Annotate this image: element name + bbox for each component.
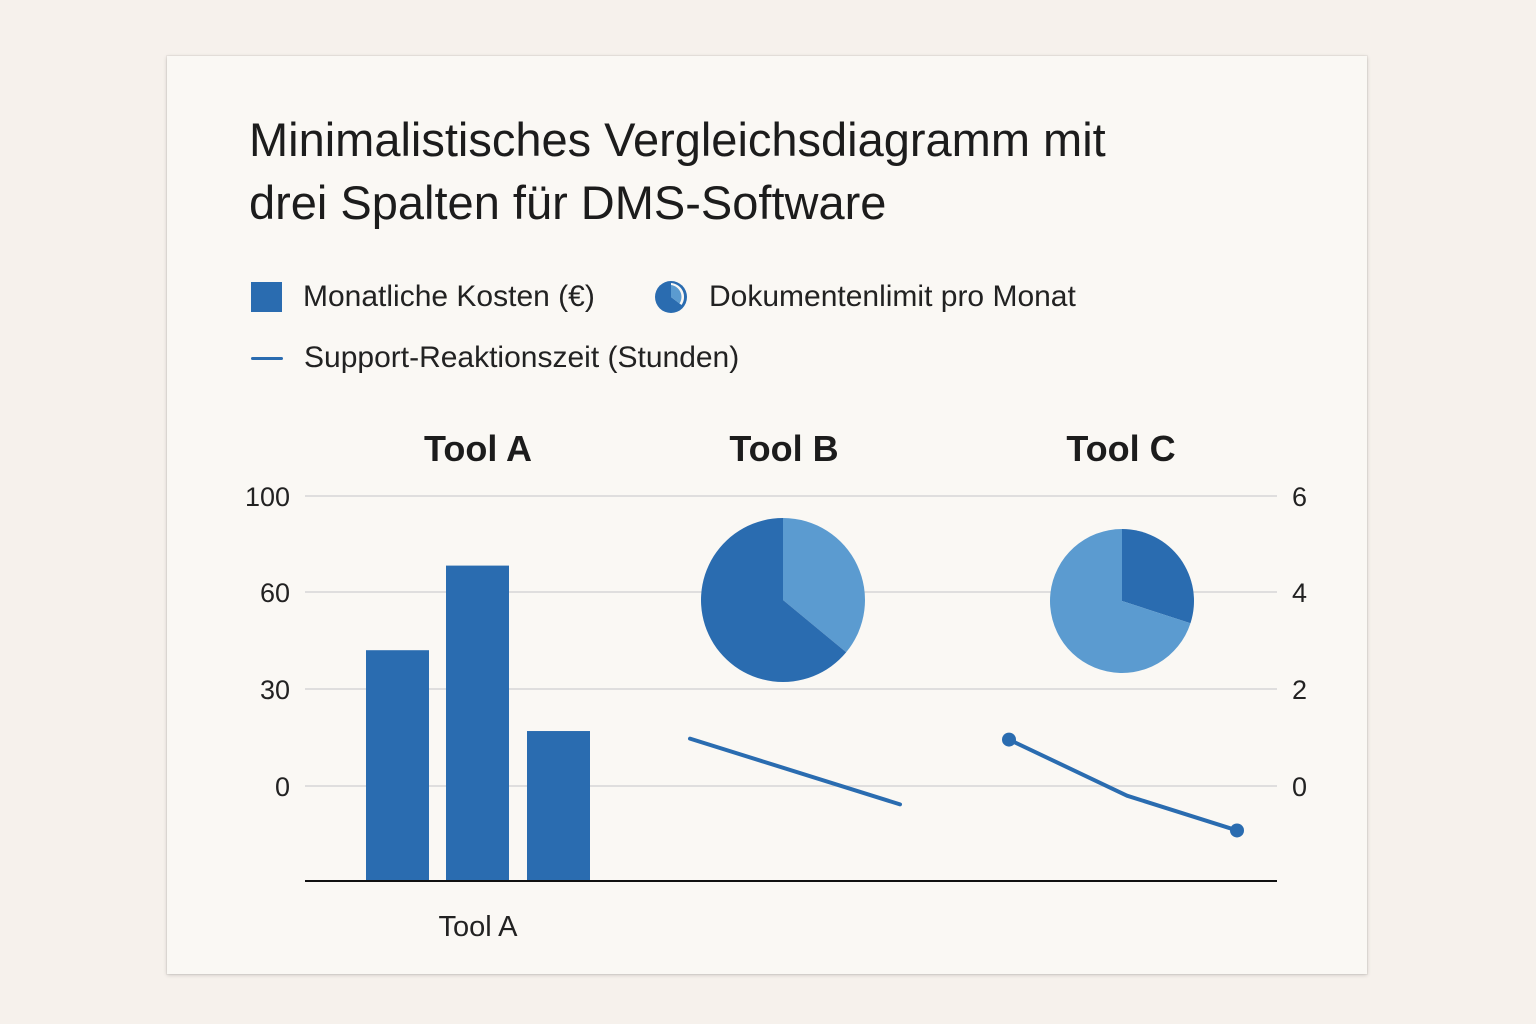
y-right-tick-label: 2 — [1292, 675, 1307, 705]
chart-title: Minimalistisches Vergleichsdiagramm mit … — [249, 108, 1289, 234]
y-left-tick-label: 30 — [260, 675, 290, 705]
line-marker — [1002, 732, 1016, 747]
pie-slice — [1122, 529, 1194, 624]
pie-slice — [1049, 529, 1191, 674]
bar-1 — [366, 650, 429, 881]
bar-3 — [527, 731, 590, 881]
column-heading: Tool B — [729, 428, 838, 469]
y-right-tick-label: 0 — [1292, 772, 1307, 802]
support-line-1 — [688, 736, 902, 807]
support-line-2 — [1007, 737, 1239, 833]
column-heading: Tool C — [1066, 428, 1175, 469]
column-heading: Tool A — [424, 428, 532, 469]
bar-swatch-icon — [251, 282, 282, 312]
bar-2 — [446, 565, 509, 881]
pie-chart-icon — [655, 281, 687, 313]
legend-item-cost: Monatliche Kosten (€) — [251, 280, 595, 314]
legend-label-support: Support-Reaktionszeit (Stunden) — [304, 341, 740, 374]
line-swatch-icon — [251, 356, 283, 360]
pie-slice — [783, 518, 865, 653]
legend-item-support: Support-Reaktionszeit (Stunden) — [251, 341, 739, 375]
x-axis-label: Tool A — [439, 911, 519, 943]
y-left-tick-label: 0 — [275, 772, 290, 802]
chart-title-line-1: Minimalistisches Vergleichsdiagramm mit — [249, 113, 1106, 166]
legend-label-cost: Monatliche Kosten (€) — [303, 280, 595, 313]
y-left-tick-label: 60 — [260, 578, 290, 608]
y-left-tick-label: 100 — [245, 482, 290, 512]
y-right-tick-label: 4 — [1292, 578, 1307, 608]
pie-slice — [700, 518, 847, 682]
legend-item-docs: Dokumentenlimit pro Monat — [654, 280, 1076, 314]
y-right-tick-label: 6 — [1292, 482, 1307, 512]
legend-label-docs: Dokumentenlimit pro Monat — [709, 280, 1076, 313]
line-marker — [1230, 823, 1244, 838]
chart-title-line-2: drei Spalten für DMS-Software — [249, 176, 887, 229]
